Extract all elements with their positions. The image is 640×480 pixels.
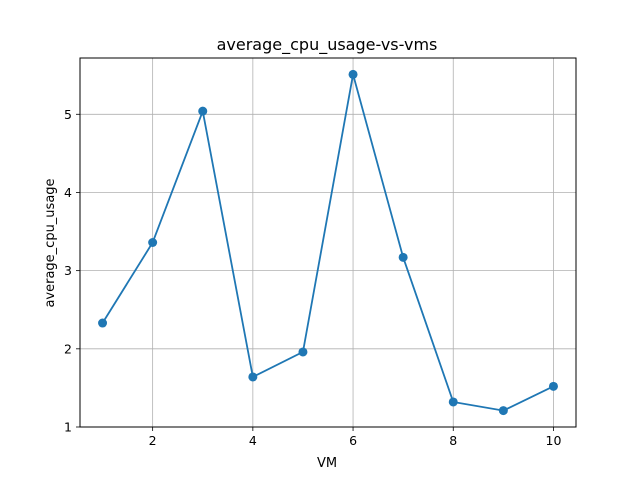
data-point [248, 372, 258, 382]
axes [79, 57, 577, 428]
series-line [101, 74, 554, 412]
plot-area-frame [79, 57, 577, 428]
data-point [448, 397, 458, 407]
series-layer [98, 69, 558, 416]
data-point [148, 238, 158, 247]
y-tick-label: 1 [64, 420, 72, 435]
data-point [348, 69, 358, 79]
data-point [548, 381, 558, 391]
x-tick-label: 2 [149, 433, 157, 448]
data-point [298, 347, 308, 357]
y-tick-label: 2 [64, 341, 72, 356]
data-point [398, 252, 408, 262]
x-tick-label: 10 [546, 433, 562, 448]
y-tick-label: 4 [64, 185, 72, 200]
x-tick-label: 4 [249, 433, 257, 448]
x-axis-label: VM [317, 456, 337, 471]
y-axis-label: average_cpu_usage [43, 178, 58, 307]
data-point [98, 318, 108, 328]
data-point [498, 406, 508, 416]
y-tick-label: 5 [64, 107, 72, 122]
y-tick-label: 3 [64, 263, 72, 278]
chart-title: average_cpu_usage-vs-vms [217, 35, 438, 55]
x-tick-label: 8 [449, 433, 457, 448]
x-tick-label: 6 [349, 433, 357, 448]
data-point [198, 106, 208, 116]
